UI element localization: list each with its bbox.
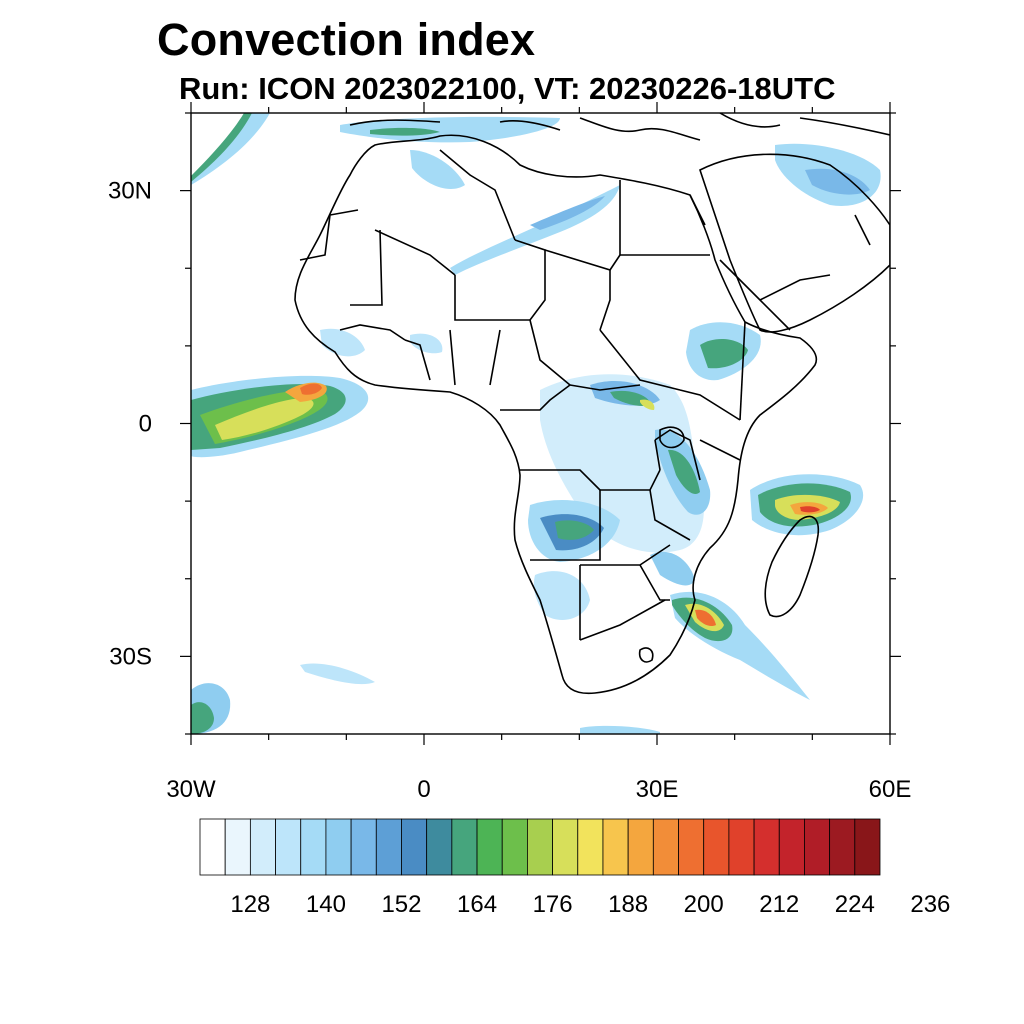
colorbar-label: 140	[306, 891, 346, 918]
convection-blob-northwest	[191, 113, 270, 185]
colorbar-swatch	[703, 818, 730, 876]
chart-subtitle: Run: ICON 2023022100, VT: 20230226-18UTC	[179, 71, 836, 106]
colorbar-label: 164	[457, 891, 497, 918]
lon-tick-label: 60E	[869, 776, 912, 803]
colorbar-swatch	[501, 818, 528, 876]
convection-blob-mediterranean	[340, 116, 560, 143]
colorbar-swatch	[552, 818, 579, 876]
lat-tick-label: 30N	[108, 178, 152, 205]
convection-blob-atlantic-equator	[191, 375, 369, 458]
colorbar-swatch	[476, 818, 503, 876]
lon-tick-label: 30E	[636, 776, 679, 803]
colorbar-swatch	[678, 818, 705, 876]
colorbar-swatch	[350, 818, 377, 876]
colorbar-swatch	[249, 818, 276, 876]
colorbar-label: 128	[230, 891, 270, 918]
colorbar-swatch	[577, 818, 604, 876]
convection-blob-algeria	[410, 150, 465, 189]
coastlines	[294, 113, 890, 695]
convection-blob-namibia	[533, 571, 590, 620]
country-borders	[299, 149, 871, 641]
colorbar-swatch	[275, 818, 302, 876]
colorbar-swatch	[652, 818, 679, 876]
colorbar-label: 152	[381, 891, 421, 918]
colorbar-label: 224	[835, 891, 875, 918]
colorbar: 128 140 152 164 176 188 200 212 224 236	[199, 818, 950, 918]
colorbar-swatch	[401, 818, 428, 876]
colorbar-swatch	[375, 818, 402, 876]
africa-coastline	[294, 134, 818, 695]
axis-ticks: 30W 0 30E 60E 30N 0 30S	[108, 102, 911, 803]
colorbar-label: 236	[910, 891, 950, 918]
colorbar-swatch	[451, 818, 478, 876]
colorbar-swatch	[753, 818, 780, 876]
lat-tick-label: 0	[139, 411, 152, 438]
colorbar-swatch	[527, 818, 553, 876]
colorbar-swatch	[325, 818, 352, 876]
colorbar-swatch	[728, 818, 755, 876]
colorbar-swatch	[829, 818, 856, 876]
colorbar-swatch	[854, 818, 881, 876]
colorbar-swatch	[627, 818, 654, 876]
colorbar-swatch	[426, 818, 453, 876]
madagascar-coastline	[764, 515, 820, 618]
arabia-coastline	[699, 153, 890, 333]
colorbar-swatch	[300, 818, 327, 876]
lon-tick-label: 30W	[166, 776, 216, 803]
colorbar-swatch	[199, 818, 226, 876]
lon-tick-label: 0	[417, 776, 430, 803]
lat-tick-label: 30S	[109, 643, 152, 670]
colorbar-swatch	[778, 818, 805, 876]
colorbar-swatch	[804, 818, 831, 876]
convection-field	[191, 113, 881, 734]
colorbar-swatch	[224, 818, 251, 876]
convection-blob-south-atlantic	[300, 663, 375, 685]
colorbar-swatch	[602, 818, 629, 876]
colorbar-label: 200	[684, 891, 724, 918]
convection-blob-zimbabwe	[650, 551, 695, 586]
chart-title: Convection index	[157, 14, 536, 65]
colorbar-label: 188	[608, 891, 648, 918]
europe-coastline	[349, 119, 441, 126]
colorbar-label: 212	[759, 891, 799, 918]
colorbar-label: 176	[533, 891, 573, 918]
